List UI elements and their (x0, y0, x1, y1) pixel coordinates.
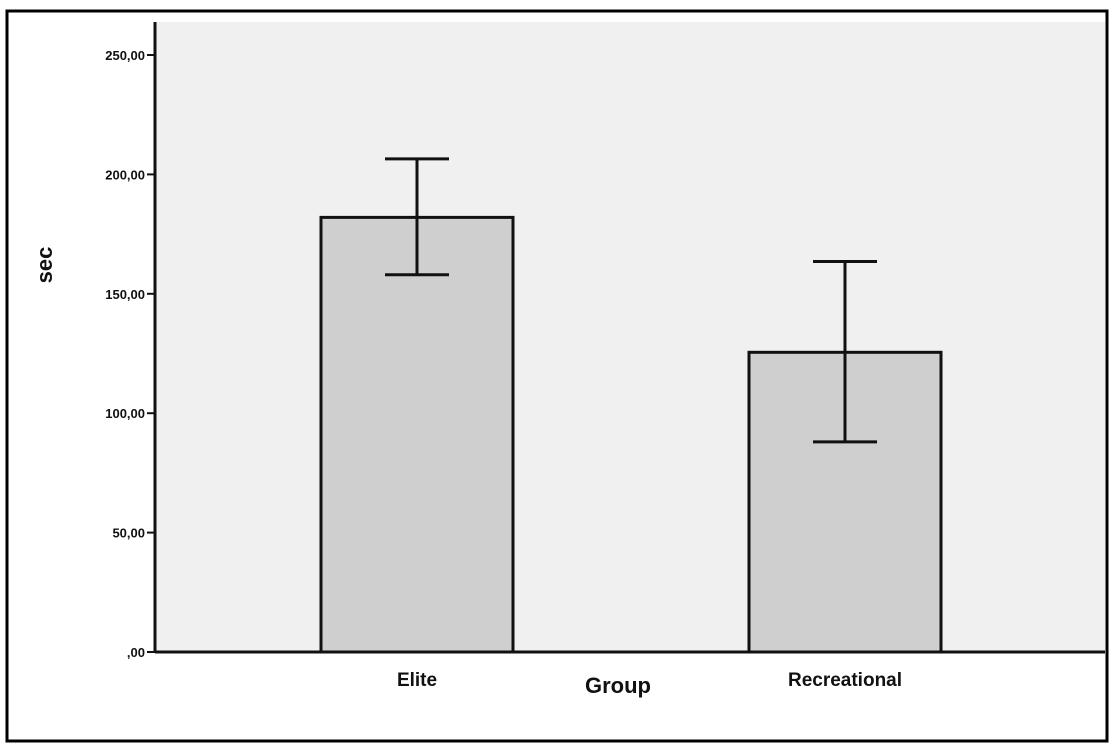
x-tick-label-recreational: Recreational (788, 670, 902, 691)
error-bars-layer (385, 157, 877, 444)
y-tick-label: ,00 (127, 645, 145, 660)
y-tick-label: 150,00 (105, 287, 145, 302)
x-tick-label-elite: Elite (397, 670, 437, 691)
y-tick-label: 50,00 (112, 526, 145, 541)
y-tick-label: 200,00 (105, 167, 145, 182)
y-ticks-layer: ,00 50,00 100,00 150,00 200,00 250,00 (105, 48, 155, 660)
bar-elite (319, 215, 515, 654)
x-axis-title: Group (585, 673, 651, 698)
y-tick-label: 100,00 (105, 406, 145, 421)
y-axis-title: sec (32, 247, 57, 284)
y-tick-label: 250,00 (105, 48, 145, 63)
plot-area (155, 22, 1105, 652)
axes-layer (153, 22, 1105, 654)
x-categories-layer: Elite Recreational (397, 670, 902, 691)
